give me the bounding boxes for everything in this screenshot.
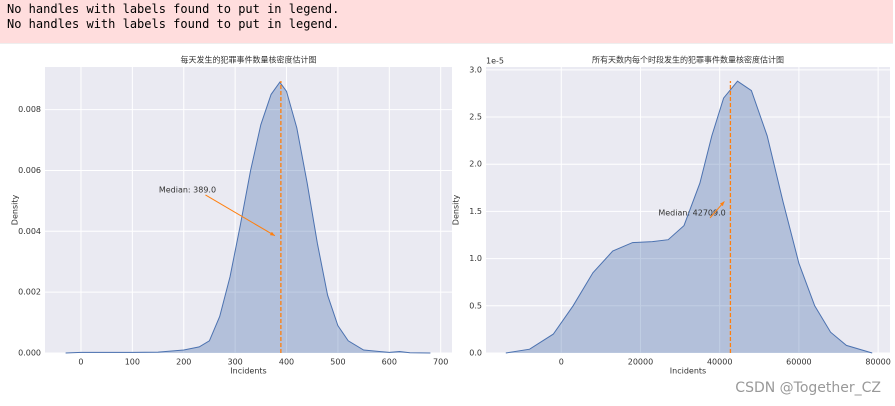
y-tick-label: 2.5 [469,113,482,122]
warning-line: No handles with labels found to put in l… [7,2,340,16]
plot-area [45,67,452,353]
x-axis-label: Incidents [230,367,266,376]
x-tick-label: 300 [227,358,242,367]
y-offset-label: 1e-5 [486,57,504,66]
y-tick-label: 1.5 [469,207,482,216]
x-tick-label: 60000 [786,358,811,367]
y-tick-label: 0.006 [18,166,41,175]
y-tick-label: 0.5 [469,301,482,310]
y-axis-label: Density [452,195,461,226]
x-tick-label: 500 [330,358,345,367]
arrow-head [719,201,725,207]
x-tick-label: 700 [433,358,448,367]
y-tick-label: 0.002 [18,288,41,297]
x-tick-label: 200 [176,358,191,367]
y-tick-label: 1.0 [469,254,482,263]
x-tick-label: 80000 [865,358,890,367]
y-tick-label: 0.004 [18,227,41,236]
chart-title: 每天发生的犯罪事件数量核密度估计图 [181,55,317,65]
watermark: CSDN @Together_CZ [735,380,881,396]
density-area [505,81,873,353]
y-tick-label: 0.0 [469,349,482,358]
y-tick-label: 0.008 [18,105,41,114]
x-tick-label: 400 [279,358,294,367]
x-tick-label: 20000 [628,358,653,367]
warning-line: No handles with labels found to put in l… [7,17,340,31]
annotation-arrow [205,194,276,237]
median-annotation: Median: 42709.0 [658,208,725,217]
density-line [65,81,431,354]
y-axis-label: Density [11,195,20,226]
x-tick-label: 100 [125,358,140,367]
stderr-output: No handles with labels found to put in l… [0,0,893,44]
density-area [65,82,431,353]
median-annotation: Median: 389.0 [159,185,216,194]
x-tick-label: 0 [559,358,564,367]
x-tick-label: 600 [382,358,397,367]
x-axis-label: Incidents [670,367,706,376]
density-line [505,80,873,354]
y-tick-label: 0.000 [18,349,41,358]
y-tick-label: 2.0 [469,160,482,169]
x-tick-label: 40000 [707,358,732,367]
chart-title: 所有天数内每个时段发生的犯罪事件数量核密度估计图 [592,55,784,65]
y-tick-label: 3.0 [469,65,482,74]
arrow-head [269,231,275,236]
x-tick-label: 0 [78,358,83,367]
